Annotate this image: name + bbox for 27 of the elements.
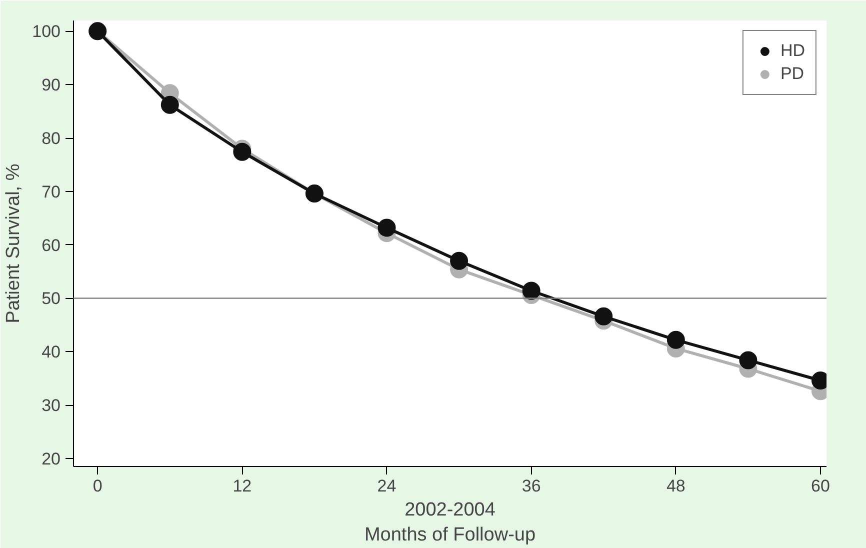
x-tick-label: 48 (666, 476, 686, 496)
y-tick-label: 40 (42, 342, 61, 362)
y-tick-label: 60 (42, 236, 61, 255)
x-tick-label: 60 (811, 476, 830, 496)
y-tick-label: 100 (32, 22, 61, 42)
x-tick-label: 0 (92, 476, 102, 496)
y-tick-label: 30 (42, 396, 61, 416)
point (739, 351, 758, 370)
point (594, 307, 613, 326)
y-tick-label: 90 (42, 76, 61, 95)
x-axis-title: 2002-2004 Months of Follow-up (364, 500, 536, 546)
point (450, 252, 468, 270)
legend-label: HD (780, 41, 805, 61)
x-tick-label: 12 (232, 476, 252, 496)
x-tick-label: 24 (377, 476, 396, 496)
y-tick-label: 20 (42, 449, 61, 468)
y-tick-label: 70 (42, 182, 61, 202)
y-tick-label: 50 (42, 289, 61, 308)
x-tick-label: 36 (522, 476, 541, 496)
point (160, 96, 179, 114)
point (378, 218, 396, 237)
point (666, 330, 685, 349)
point (233, 142, 252, 161)
legend-label: PD (780, 64, 804, 84)
y-tick-label: 80 (42, 129, 61, 148)
point (522, 282, 540, 300)
y-axis-title: Patient Survival, % (3, 164, 24, 324)
